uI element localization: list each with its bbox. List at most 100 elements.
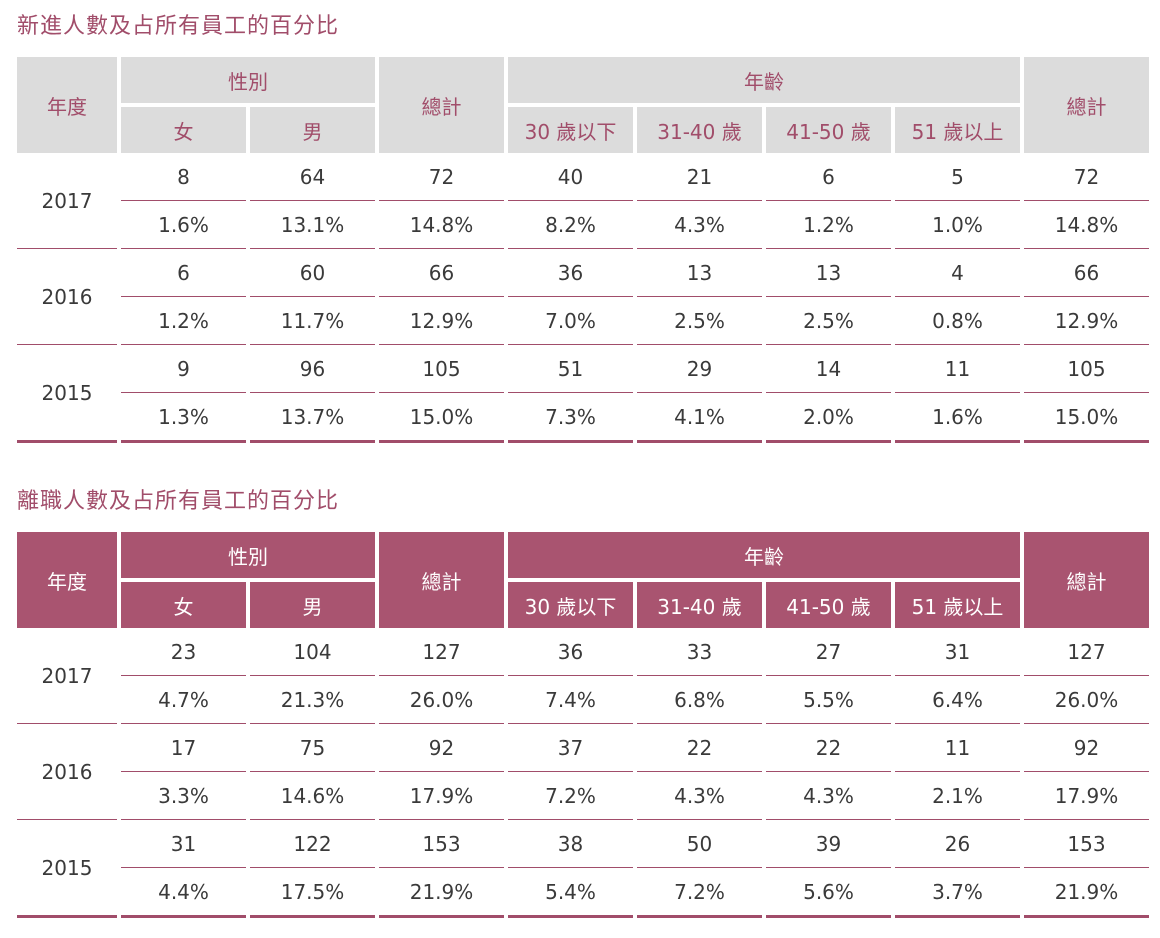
cell-count-age-51-plus: 26 <box>895 820 1020 868</box>
header-total-gender: 總計 <box>379 532 504 628</box>
cell-count-age-total: 92 <box>1024 724 1149 772</box>
cell-count-age-31-40: 13 <box>637 249 762 297</box>
cell-count-age-under-30: 36 <box>508 628 633 676</box>
table-row-percents: 4.4% 17.5% 21.9% 5.4% 7.2% 5.6% 3.7% 21.9% <box>17 868 1149 918</box>
cell-percent-gender-total: 15.0% <box>379 393 504 443</box>
cell-count-age-51-plus: 11 <box>895 345 1020 393</box>
cell-count-age-31-40: 33 <box>637 628 762 676</box>
cell-percent-female: 1.2% <box>121 297 246 345</box>
cell-count-male: 64 <box>250 153 375 201</box>
cell-percent-female: 4.4% <box>121 868 246 918</box>
cell-count-age-under-30: 37 <box>508 724 633 772</box>
header-year: 年度 <box>17 57 117 153</box>
new-hires-body: 2017 8 64 72 40 21 6 5 72 1.6% 13.1% 14.8% 8.2% 4.3% 1… <box>17 153 1149 443</box>
cell-percent-gender-total: 14.8% <box>379 201 504 249</box>
cell-percent-male: 14.6% <box>250 772 375 820</box>
cell-count-age-under-30: 40 <box>508 153 633 201</box>
cell-count-age-31-40: 21 <box>637 153 762 201</box>
cell-count-male: 104 <box>250 628 375 676</box>
cell-count-age-41-50: 13 <box>766 249 891 297</box>
cell-percent-female: 1.3% <box>121 393 246 443</box>
cell-count-male: 96 <box>250 345 375 393</box>
cell-percent-age-31-40: 4.1% <box>637 393 762 443</box>
cell-percent-age-under-30: 5.4% <box>508 868 633 918</box>
table-row-percents: 1.3% 13.7% 15.0% 7.3% 4.1% 2.0% 1.6% 15.0% <box>17 393 1149 443</box>
cell-percent-gender-total: 21.9% <box>379 868 504 918</box>
cell-percent-female: 4.7% <box>121 676 246 724</box>
table-row-counts: 2016 17 75 92 37 22 22 11 92 <box>17 724 1149 820</box>
cell-percent-age-41-50: 1.2% <box>766 201 891 249</box>
cell-percent-age-under-30: 7.3% <box>508 393 633 443</box>
header-total-age: 總計 <box>1024 532 1149 628</box>
cell-percent-age-51-plus: 6.4% <box>895 676 1020 724</box>
cell-percent-gender-total: 26.0% <box>379 676 504 724</box>
cell-percent-age-31-40: 7.2% <box>637 868 762 918</box>
cell-percent-male: 13.1% <box>250 201 375 249</box>
table-row-percents: 4.7% 21.3% 26.0% 7.4% 6.8% 5.5% 6.4% 26.0% <box>17 676 1149 724</box>
section-title-new-hires: 新進人數及占所有員工的百分比 <box>17 14 340 39</box>
cell-count-male: 75 <box>250 724 375 772</box>
cell-count-age-41-50: 14 <box>766 345 891 393</box>
cell-count-age-41-50: 6 <box>766 153 891 201</box>
cell-count-male: 122 <box>250 820 375 868</box>
cell-percent-age-41-50: 5.5% <box>766 676 891 724</box>
cell-count-age-under-30: 36 <box>508 249 633 297</box>
cell-count-age-51-plus: 4 <box>895 249 1020 297</box>
cell-percent-age-total: 15.0% <box>1024 393 1149 443</box>
table-row-counts: 2017 23 104 127 36 33 27 31 127 <box>17 628 1149 724</box>
cell-percent-female: 3.3% <box>121 772 246 820</box>
cell-percent-age-31-40: 6.8% <box>637 676 762 724</box>
cell-percent-age-under-30: 7.2% <box>508 772 633 820</box>
cell-count-age-41-50: 39 <box>766 820 891 868</box>
header-age: 年齡 <box>508 532 1020 582</box>
cell-count-age-51-plus: 31 <box>895 628 1020 676</box>
header-age: 年齡 <box>508 57 1020 107</box>
cell-percent-age-41-50: 2.0% <box>766 393 891 443</box>
turnover-body: 2017 23 104 127 36 33 27 31 127 4.7% 21.3% 26.0% 7.4… <box>17 628 1149 918</box>
cell-count-age-total: 105 <box>1024 345 1149 393</box>
cell-count-female: 31 <box>121 820 246 868</box>
cell-percent-age-under-30: 8.2% <box>508 201 633 249</box>
section-title-turnover: 離職人數及占所有員工的百分比 <box>17 489 340 514</box>
cell-count-age-under-30: 51 <box>508 345 633 393</box>
table-row-percents: 1.6% 13.1% 14.8% 8.2% 4.3% 1.2% 1.0% 14.8% <box>17 201 1149 249</box>
header-female: 女 <box>121 582 246 628</box>
row-year: 2017 <box>17 153 117 249</box>
cell-percent-age-51-plus: 2.1% <box>895 772 1020 820</box>
row-year: 2015 <box>17 345 117 443</box>
cell-percent-age-51-plus: 0.8% <box>895 297 1020 345</box>
table-row-counts: 2016 6 60 66 36 13 13 4 66 <box>17 249 1149 345</box>
row-year: 2015 <box>17 820 117 918</box>
cell-count-age-41-50: 27 <box>766 628 891 676</box>
new-hires-table: 年度 性別 總計 年齡 總計 女 男 30 歲以下 31-40 歲 41-50 … <box>13 57 1153 443</box>
cell-count-age-31-40: 29 <box>637 345 762 393</box>
header-age-under-30: 30 歲以下 <box>508 107 633 153</box>
header-male: 男 <box>250 582 375 628</box>
cell-count-male: 60 <box>250 249 375 297</box>
cell-count-gender-total: 66 <box>379 249 504 297</box>
cell-percent-age-51-plus: 1.6% <box>895 393 1020 443</box>
cell-percent-age-41-50: 5.6% <box>766 868 891 918</box>
cell-percent-age-total: 12.9% <box>1024 297 1149 345</box>
cell-percent-male: 13.7% <box>250 393 375 443</box>
table-row-counts: 2015 31 122 153 38 50 39 26 153 <box>17 820 1149 918</box>
cell-percent-male: 21.3% <box>250 676 375 724</box>
cell-count-age-51-plus: 11 <box>895 724 1020 772</box>
cell-count-age-total: 153 <box>1024 820 1149 868</box>
cell-count-female: 23 <box>121 628 246 676</box>
cell-percent-age-31-40: 4.3% <box>637 201 762 249</box>
cell-count-age-under-30: 38 <box>508 820 633 868</box>
header-age-under-30: 30 歲以下 <box>508 582 633 628</box>
cell-count-female: 6 <box>121 249 246 297</box>
header-total-gender: 總計 <box>379 57 504 153</box>
header-age-51-plus: 51 歲以上 <box>895 582 1020 628</box>
header-gender: 性別 <box>121 532 375 582</box>
header-female: 女 <box>121 107 246 153</box>
cell-count-gender-total: 105 <box>379 345 504 393</box>
cell-count-female: 8 <box>121 153 246 201</box>
cell-count-gender-total: 153 <box>379 820 504 868</box>
table-row-percents: 3.3% 14.6% 17.9% 7.2% 4.3% 4.3% 2.1% 17.9% <box>17 772 1149 820</box>
header-age-41-50: 41-50 歲 <box>766 107 891 153</box>
cell-percent-age-total: 21.9% <box>1024 868 1149 918</box>
cell-percent-age-41-50: 4.3% <box>766 772 891 820</box>
